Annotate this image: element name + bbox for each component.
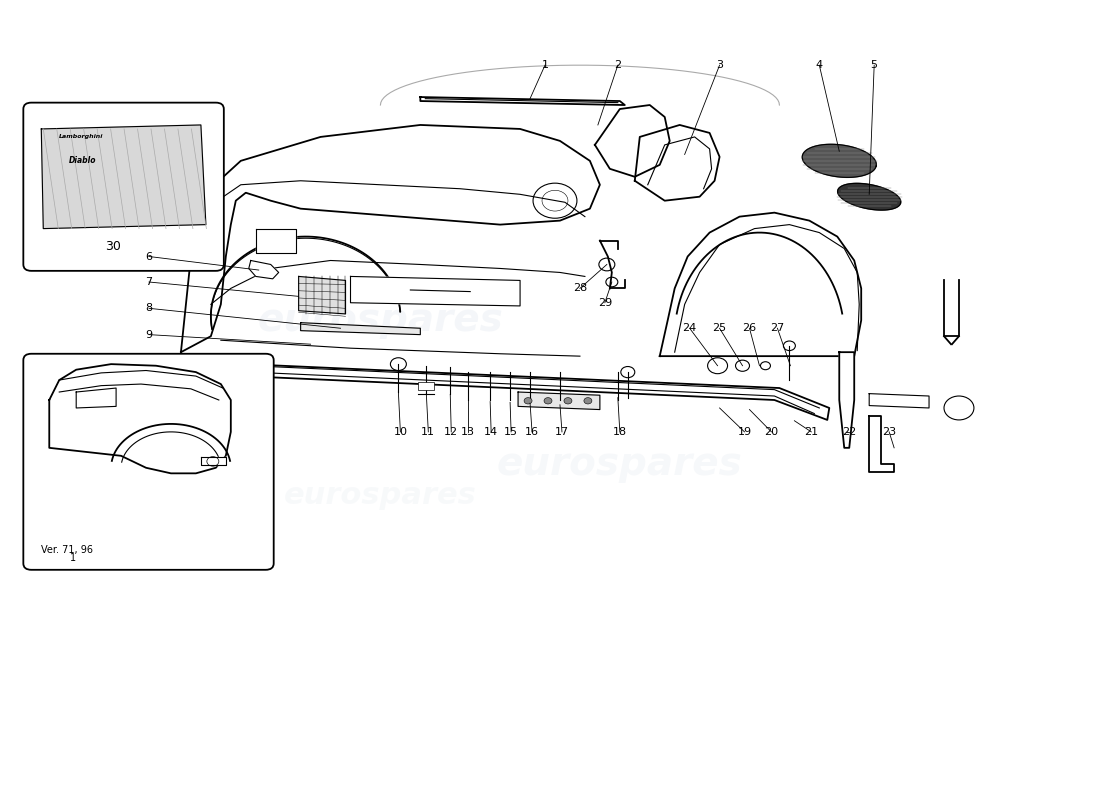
- Polygon shape: [351, 277, 520, 306]
- Text: 13: 13: [461, 427, 475, 437]
- Text: 9: 9: [145, 330, 153, 340]
- Text: 7: 7: [145, 277, 153, 287]
- Text: 15: 15: [504, 427, 518, 437]
- Polygon shape: [869, 416, 894, 472]
- Circle shape: [524, 398, 532, 404]
- Text: 26: 26: [742, 323, 757, 334]
- Text: 24: 24: [682, 323, 696, 334]
- Polygon shape: [420, 97, 625, 105]
- Text: 23: 23: [882, 427, 896, 437]
- Text: 10: 10: [394, 427, 407, 437]
- Text: 27: 27: [770, 323, 784, 334]
- Text: 3: 3: [716, 60, 723, 70]
- Text: 14: 14: [484, 427, 498, 437]
- Polygon shape: [838, 183, 901, 210]
- Circle shape: [564, 398, 572, 404]
- Circle shape: [544, 398, 552, 404]
- Polygon shape: [635, 125, 719, 201]
- Polygon shape: [42, 125, 206, 229]
- Text: 29: 29: [597, 298, 612, 308]
- Text: 8: 8: [145, 303, 153, 314]
- Text: 19: 19: [737, 427, 751, 437]
- Polygon shape: [595, 105, 670, 177]
- Text: 5: 5: [871, 60, 878, 70]
- Polygon shape: [298, 277, 345, 314]
- Bar: [418, 382, 434, 390]
- Polygon shape: [255, 229, 296, 253]
- Text: eurospares: eurospares: [284, 481, 476, 510]
- Polygon shape: [802, 144, 877, 178]
- Text: Lamborghini: Lamborghini: [59, 134, 103, 139]
- Text: 6: 6: [145, 251, 153, 262]
- Circle shape: [736, 360, 749, 371]
- Polygon shape: [300, 322, 420, 334]
- Polygon shape: [518, 392, 600, 410]
- Circle shape: [584, 398, 592, 404]
- Text: 11: 11: [421, 427, 436, 437]
- Polygon shape: [249, 261, 278, 279]
- Text: 16: 16: [525, 427, 539, 437]
- Text: 25: 25: [713, 323, 727, 334]
- Polygon shape: [50, 364, 231, 474]
- Text: 22: 22: [843, 427, 857, 437]
- Text: 18: 18: [613, 427, 627, 437]
- Text: eurospares: eurospares: [257, 302, 504, 339]
- Polygon shape: [180, 125, 600, 352]
- Polygon shape: [244, 364, 829, 420]
- Text: 21: 21: [804, 427, 818, 437]
- Text: 20: 20: [764, 427, 779, 437]
- Text: eurospares: eurospares: [497, 445, 742, 482]
- Text: 30: 30: [106, 240, 121, 253]
- Text: 28: 28: [573, 283, 587, 294]
- FancyBboxPatch shape: [23, 102, 223, 271]
- Polygon shape: [869, 394, 929, 408]
- Text: 1: 1: [70, 553, 76, 563]
- FancyBboxPatch shape: [23, 354, 274, 570]
- Text: Ver. 71, 96: Ver. 71, 96: [42, 545, 94, 555]
- Text: 2: 2: [614, 60, 622, 70]
- Polygon shape: [201, 458, 225, 466]
- Text: 4: 4: [816, 60, 823, 70]
- Text: 1: 1: [541, 60, 549, 70]
- Text: 17: 17: [554, 427, 569, 437]
- Text: 12: 12: [444, 427, 459, 437]
- Polygon shape: [76, 388, 117, 408]
- Polygon shape: [839, 352, 855, 448]
- Text: Diablo: Diablo: [69, 156, 97, 166]
- Polygon shape: [660, 213, 861, 356]
